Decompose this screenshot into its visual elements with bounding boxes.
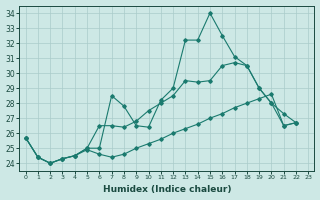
X-axis label: Humidex (Indice chaleur): Humidex (Indice chaleur) — [103, 185, 231, 194]
